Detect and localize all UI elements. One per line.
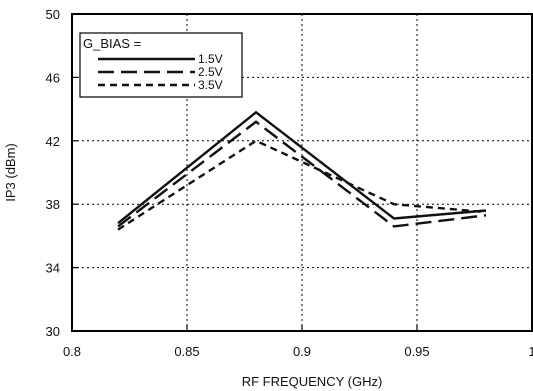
y-tick-label: 38	[46, 197, 60, 212]
axis-ticks: 0.8 0.85 0.9 0.95 1 30 34 38 42 46 50	[46, 7, 533, 359]
legend-label: 1.5V	[198, 52, 223, 66]
x-tick-label: 0.95	[404, 344, 429, 359]
series-line-2-5v	[117, 120, 487, 228]
x-tick-label: 0.8	[63, 344, 81, 359]
y-tick-label: 50	[46, 7, 60, 22]
series-group	[117, 110, 487, 231]
x-tick-label: 0.9	[293, 344, 311, 359]
series-line-1-5v	[117, 110, 487, 225]
x-axis-label: RF FREQUENCY (GHz)	[242, 374, 383, 389]
legend-box	[79, 32, 243, 98]
y-tick-label: 42	[46, 134, 60, 149]
series-line-3-5v	[117, 139, 487, 231]
y-tick-label: 34	[46, 261, 60, 276]
legend-label: 2.5V	[198, 65, 223, 79]
y-axis-label: IP3 (dBm)	[3, 143, 18, 202]
legend-title: G_BIAS =	[83, 36, 141, 51]
y-tick-label: 30	[46, 324, 60, 339]
y-tick-label: 46	[46, 70, 60, 85]
x-tick-label: 1	[528, 344, 533, 359]
legend-label: 3.5V	[198, 78, 223, 92]
legend: G_BIAS = 1.5V2.5V3.5V	[79, 32, 243, 98]
x-tick-label: 0.85	[174, 344, 199, 359]
